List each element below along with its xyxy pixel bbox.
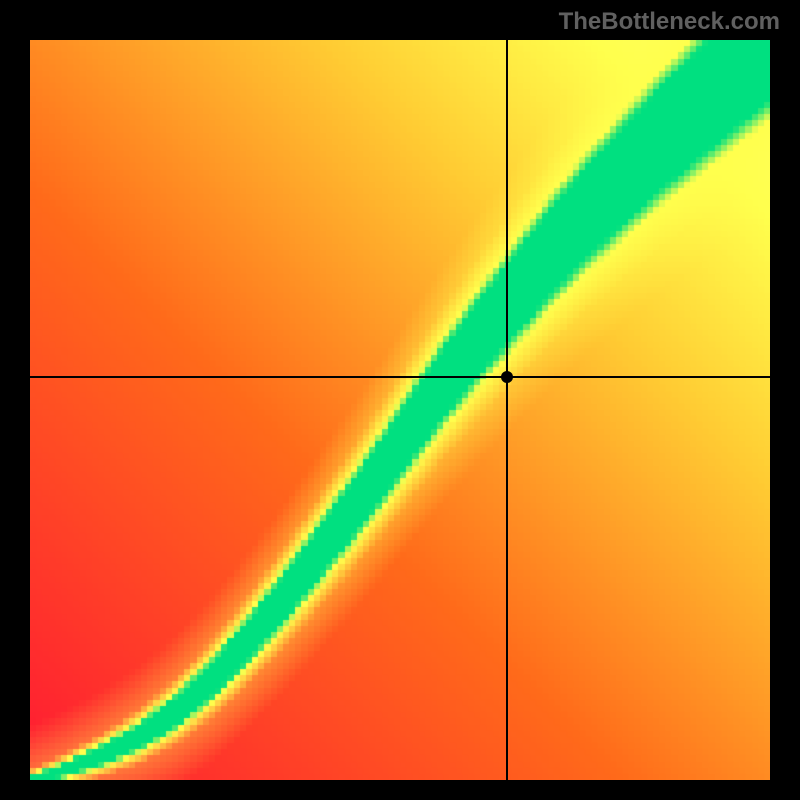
- plot-area: [30, 40, 770, 780]
- crosshair-vertical: [506, 40, 508, 780]
- watermark-text: TheBottleneck.com: [559, 8, 780, 36]
- crosshair-horizontal: [30, 376, 770, 378]
- heatmap-canvas: [30, 40, 770, 780]
- crosshair-marker: [501, 371, 513, 383]
